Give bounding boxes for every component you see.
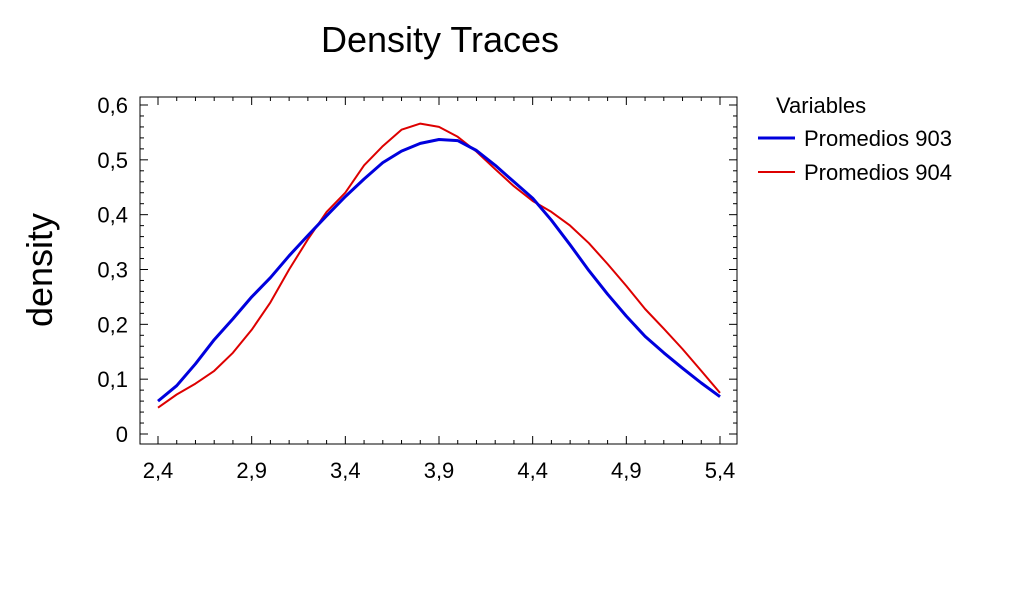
series-layer <box>157 122 721 409</box>
y-tick-label: 0,6 <box>97 93 128 118</box>
legend-label-promedios-903: Promedios 903 <box>804 126 952 151</box>
legend-label-promedios-904: Promedios 904 <box>804 160 952 185</box>
y-tick-label: 0,2 <box>97 312 128 337</box>
legend: Variables Promedios 903 Promedios 904 <box>758 93 952 185</box>
x-tick-label: 4,4 <box>517 458 548 483</box>
plot-frame <box>139 96 738 445</box>
x-tick-label: 4,9 <box>611 458 642 483</box>
x-tick-label: 2,4 <box>143 458 174 483</box>
y-tick-label: 0,1 <box>97 367 128 392</box>
x-tick-label: 5,4 <box>705 458 736 483</box>
legend-title: Variables <box>776 93 866 118</box>
x-tick-label: 3,9 <box>424 458 455 483</box>
series-line-promedios-904 <box>157 122 721 409</box>
y-axis-label: density <box>19 213 60 327</box>
chart-title: Density Traces <box>321 19 559 60</box>
y-tick-label: 0,5 <box>97 148 128 173</box>
x-tick-label: 2,9 <box>236 458 267 483</box>
series-line-promedios-903 <box>157 138 721 403</box>
y-tick-label: 0 <box>116 422 128 447</box>
y-tick-label: 0,4 <box>97 203 128 228</box>
x-tick-label: 3,4 <box>330 458 361 483</box>
ticks-layer: 0 0,1 0,2 0,3 0,4 0,5 0,6 2,4 2,9 3,4 3,9 4,4 4,9 5,4 <box>97 93 737 483</box>
y-tick-label: 0,3 <box>97 258 128 283</box>
